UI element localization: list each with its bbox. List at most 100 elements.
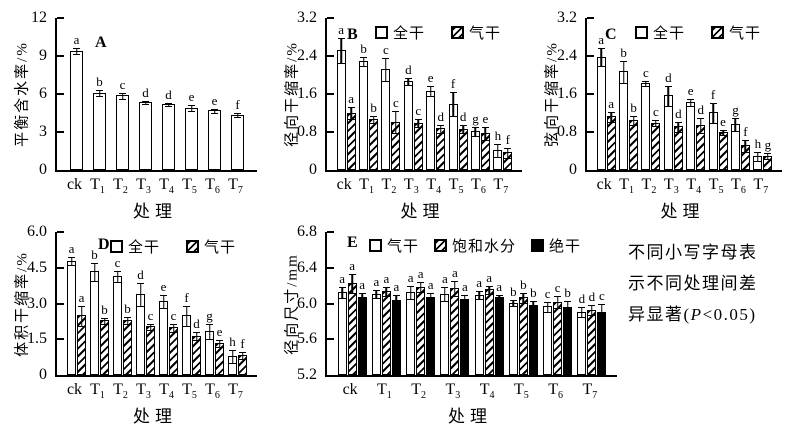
error-bar — [544, 301, 552, 313]
y-tick-label: 3.0 — [27, 294, 47, 312]
x-tick-label-T4: T4 — [159, 381, 174, 402]
error-bar — [451, 281, 459, 298]
significance-letter: f — [240, 335, 245, 351]
significance-letter: a — [348, 90, 355, 106]
bar-气干-T2 — [123, 320, 132, 375]
significance-letter: d — [588, 289, 596, 305]
error-bar — [598, 304, 606, 321]
significance-letter: c — [415, 102, 422, 118]
legend-swatch-hatch-icon — [451, 26, 465, 39]
note-line: 异显著(P<0.05) — [628, 305, 757, 324]
y-tick-mark — [327, 302, 334, 305]
error-bar — [741, 139, 749, 153]
error-bar — [183, 305, 190, 327]
legend-label: 全干 — [128, 240, 161, 256]
x-tick-label-T2: T2 — [411, 381, 427, 402]
legend-swatch-solid-icon — [531, 239, 545, 252]
legend-label: 全干 — [653, 26, 686, 42]
note-line: 不同小写字母表 — [628, 243, 758, 262]
panel-label-D: D — [98, 236, 110, 253]
significance-letter: g — [764, 137, 772, 153]
significance-letter: d — [142, 85, 149, 101]
legend-item: 气干 — [711, 22, 761, 43]
legend-B: 全干 气干 — [375, 22, 501, 43]
bar-全干-ck — [596, 56, 606, 170]
legend-label: 气干 — [204, 240, 237, 256]
error-bar — [188, 105, 195, 113]
x-tick-label-T5: T5 — [182, 381, 197, 402]
x-tick-label-T6: T6 — [548, 381, 564, 402]
error-bar — [414, 118, 422, 129]
y-tick-label: 6.0 — [297, 294, 317, 312]
bar-气干-T5 — [508, 302, 518, 375]
significance-letter: b — [564, 284, 571, 300]
y-tick-mark — [57, 93, 64, 95]
bar-全干-T2 — [113, 276, 122, 375]
significance-letter: d — [578, 291, 586, 307]
error-bar — [697, 117, 705, 134]
bar-饱和水分-T6 — [553, 301, 563, 375]
bar-平衡含水率-ck — [70, 50, 83, 170]
y-axis-title: 径向干缩率/% — [284, 41, 301, 147]
error-bar — [211, 108, 218, 115]
bar-全干-T4 — [426, 90, 436, 170]
bar-饱和水分-T5 — [518, 297, 528, 375]
bar-气干-T5 — [458, 128, 468, 170]
significance-letter: b — [360, 40, 367, 56]
legend-C: 全干 气干 — [635, 22, 761, 43]
bar-饱和水分-ck — [347, 282, 357, 375]
y-tick-label: 3.2 — [557, 9, 577, 26]
significance-letter: c — [170, 307, 177, 323]
x-tick-label-T4: T4 — [479, 381, 495, 402]
error-bar — [137, 283, 144, 307]
bar-全干-ck — [67, 260, 76, 375]
y-tick-label: 0.8 — [557, 123, 577, 140]
error-bar — [754, 151, 762, 162]
bar-气干-T4 — [169, 327, 178, 375]
legend-item: 气干 — [186, 236, 236, 257]
error-bar — [597, 48, 605, 68]
bar-气干-T5 — [718, 132, 728, 170]
error-bar — [124, 317, 131, 326]
y-tick-label: 1.6 — [297, 85, 317, 102]
bar-气干-T5 — [192, 335, 201, 375]
error-bar — [229, 349, 236, 364]
error-bar — [68, 257, 75, 267]
significance-letter: f — [184, 289, 189, 305]
bar-气干-T2 — [406, 291, 416, 375]
y-tick-label: 9 — [39, 47, 47, 64]
y-tick-label: 2.4 — [557, 47, 577, 64]
significance-letter: c — [383, 41, 389, 57]
error-bar — [481, 127, 489, 141]
error-bar — [642, 81, 650, 87]
y-tick-label: 1.6 — [557, 85, 577, 102]
bar-绝干-T2 — [426, 297, 436, 375]
x-axis-title: 处理 — [133, 202, 177, 221]
error-bar — [193, 332, 200, 342]
bar-平衡含水率-T3 — [139, 102, 152, 170]
x-tick-label-T5: T5 — [513, 381, 529, 402]
bar-平衡含水率-T1 — [93, 92, 106, 170]
y-tick-label: 0 — [309, 161, 317, 178]
significance-letter: b — [630, 100, 637, 116]
error-bar — [607, 111, 615, 124]
x-tick-label-T1: T1 — [376, 381, 392, 402]
bar-气干-T2 — [651, 122, 661, 170]
error-bar — [234, 113, 241, 119]
significance-letter: a — [496, 278, 503, 294]
x-tick-label-T1: T1 — [90, 381, 105, 402]
significance-letter: g — [732, 102, 739, 118]
error-bar — [338, 286, 346, 300]
significance-letter: b — [620, 44, 627, 60]
bar-饱和水分-T2 — [416, 286, 426, 375]
significance-letter: b — [91, 246, 98, 262]
x-tick-label-T6: T6 — [731, 176, 746, 197]
y-tick-label: 3 — [39, 123, 47, 140]
error-bar — [370, 115, 378, 124]
significance-letter: c — [598, 288, 605, 304]
bar-气干-T1 — [100, 320, 109, 375]
y-tick-mark — [327, 266, 334, 269]
y-tick-label: 5.6 — [297, 330, 317, 348]
